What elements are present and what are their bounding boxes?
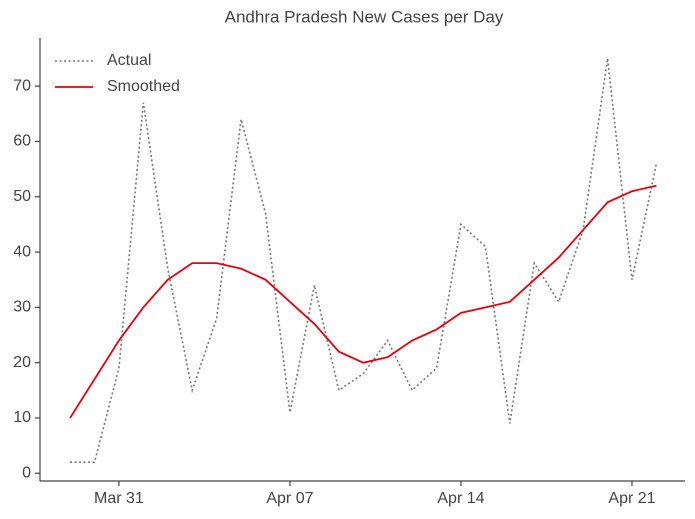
x-tick-label: Apr 14 (437, 490, 484, 507)
y-tick-label: 30 (13, 299, 31, 316)
y-tick-label: 0 (22, 464, 31, 481)
y-tick-label: 20 (13, 354, 31, 371)
x-tick-label: Apr 07 (266, 490, 313, 507)
y-tick-label: 50 (13, 188, 31, 205)
legend-label: Actual (107, 52, 151, 69)
series-line (70, 58, 658, 463)
x-tick-label: Apr 21 (608, 490, 655, 507)
series-line (69, 184, 657, 419)
y-tick-label: 70 (13, 77, 31, 94)
y-tick-label: 40 (13, 243, 31, 260)
legend-label: Smoothed (107, 78, 180, 95)
y-tick-label: 10 (13, 409, 31, 426)
x-tick-label: Mar 31 (94, 490, 144, 507)
chart-title: Andhra Pradesh New Cases per Day (225, 7, 504, 26)
y-tick-label: 60 (13, 133, 31, 150)
